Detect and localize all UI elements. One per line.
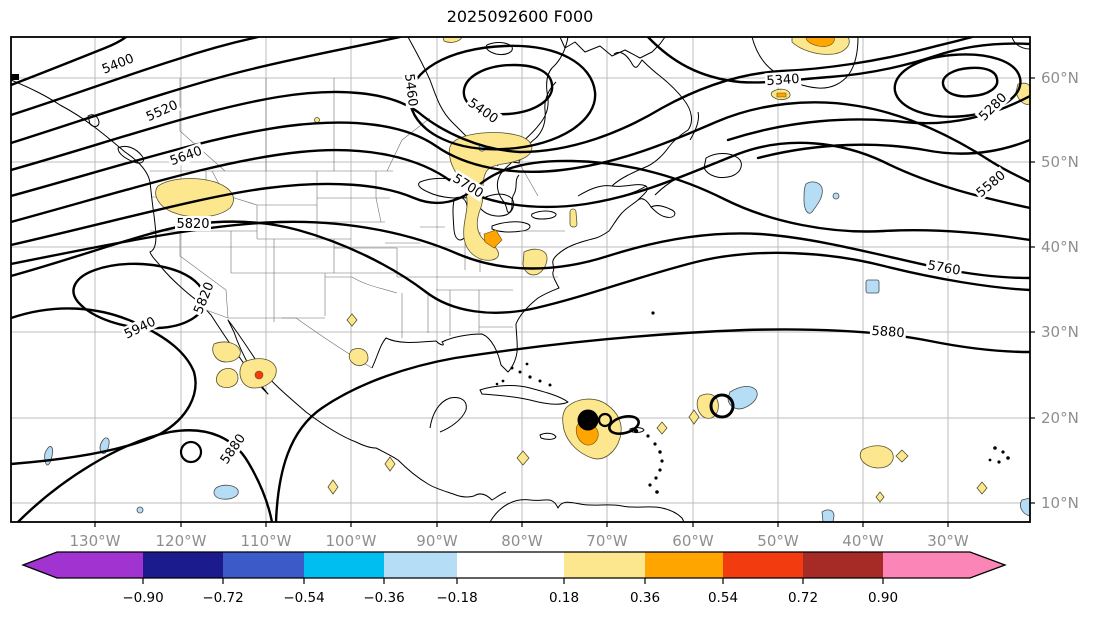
contour-ring-caribbean — [608, 415, 640, 435]
colorbar-tick: −0.36 — [363, 590, 404, 606]
contour-label: 5820 — [191, 280, 217, 316]
contour-5400-west — [11, 37, 260, 117]
contour-label: 5820 — [176, 217, 209, 232]
colorbar-tick: 0.90 — [868, 590, 898, 606]
colorbar-segment — [883, 552, 970, 578]
colorbar-tick: −0.90 — [122, 590, 163, 606]
contour-5880-atlantic — [274, 328, 1030, 522]
contour-5340-east — [646, 37, 1030, 84]
lon-tick-label: 110°W — [241, 532, 292, 550]
contour-label: 5880 — [871, 324, 905, 341]
contour-5820-california-loop — [72, 262, 207, 330]
lon-tick-label: 90°W — [416, 532, 458, 550]
colorbar-outline — [21, 551, 1007, 579]
colorbar-tick-marks — [142, 578, 884, 584]
contour-label: 5460 — [401, 73, 420, 108]
contour-5700 — [11, 159, 1030, 247]
contour-label: 5760 — [926, 258, 961, 279]
lon-tick-label: 50°W — [757, 532, 799, 550]
contour-5520 — [11, 37, 974, 172]
colorbar-tick-labels: −0.90 −0.72 −0.54 −0.36 −0.18 0.18 0.36 … — [122, 590, 898, 606]
colorbar-segment — [223, 552, 304, 578]
axis-ticks — [94, 77, 1035, 527]
lat-tick-label: 50°N — [1041, 153, 1079, 171]
plot-title: 2025092600 F000 — [447, 7, 594, 26]
colorbar-tick: 0.72 — [788, 590, 818, 606]
contour-5340-west — [11, 37, 128, 87]
contour-ring-atlantic — [709, 393, 735, 419]
contour-5880-pacific-arc — [16, 429, 274, 522]
colorbar-segment — [564, 552, 645, 578]
colorbar-segment — [645, 552, 723, 578]
lon-tick-label: 30°W — [927, 532, 969, 550]
colorbar-segment — [457, 552, 564, 578]
colorbar-segment — [384, 552, 457, 578]
lat-tick-label: 40°N — [1041, 238, 1079, 256]
colorbar-tick: −0.54 — [283, 590, 324, 606]
storm-marker — [577, 409, 599, 431]
colorbar-left-arrow — [23, 552, 57, 578]
contour-5280-inner-ring — [941, 66, 999, 98]
lat-tick-label: 60°N — [1041, 69, 1079, 87]
colorbar-segment — [304, 552, 384, 578]
contour-small-ring-pacific — [179, 440, 203, 464]
colorbar-tick: 0.18 — [549, 590, 579, 606]
lat-tick-label: 10°N — [1041, 494, 1079, 512]
lon-tick-label: 60°W — [672, 532, 714, 550]
colorbar-segment — [57, 552, 143, 578]
lat-tick-label: 30°N — [1041, 323, 1079, 341]
lon-tick-label: 40°W — [842, 532, 884, 550]
contour-5940-wedge — [11, 307, 197, 466]
colorbar-right-arrow — [970, 552, 1005, 578]
island-dots — [11, 74, 1010, 494]
contour-ringlet-caribbean — [597, 412, 613, 428]
lon-tick-label: 120°W — [156, 532, 207, 550]
colorbar: −0.90 −0.72 −0.54 −0.36 −0.18 0.18 0.36 … — [21, 551, 1007, 606]
contour-5460-west — [11, 37, 402, 145]
contour-labels: 5400 5520 5640 5820 5460 5400 5700 5340 … — [98, 49, 1011, 468]
contour-5400-hudson-ring — [462, 63, 554, 116]
lon-tick-label: 100°W — [326, 532, 377, 550]
colorbar-segment — [803, 552, 883, 578]
colorbar-tick: 0.54 — [708, 590, 738, 606]
contour-label: 5400 — [465, 96, 501, 127]
contour-label: 5640 — [168, 144, 204, 169]
colorbar-segment — [723, 552, 803, 578]
x-axis-labels: 130°W 120°W 110°W 100°W 90°W 80°W 70°W 6… — [70, 532, 969, 550]
contour-5640 — [11, 141, 1030, 224]
colorbar-tick: −0.18 — [436, 590, 477, 606]
contour-5760 — [11, 220, 1030, 280]
y-axis-labels: 60°N 50°N 40°N 30°N 20°N 10°N — [1041, 69, 1079, 512]
lon-tick-label: 80°W — [501, 532, 543, 550]
contour-label: 5340 — [766, 72, 800, 89]
contour-extra-ne-2 — [756, 138, 1030, 160]
lat-tick-label: 20°N — [1041, 409, 1079, 427]
lon-tick-label: 70°W — [586, 532, 628, 550]
colorbar-segment — [143, 552, 223, 578]
colorbar-tick: 0.36 — [630, 590, 660, 606]
plot-border — [10, 36, 1031, 523]
contour-5580 — [11, 101, 1030, 198]
colorbar-tick: −0.72 — [202, 590, 243, 606]
lon-tick-label: 130°W — [70, 532, 121, 550]
